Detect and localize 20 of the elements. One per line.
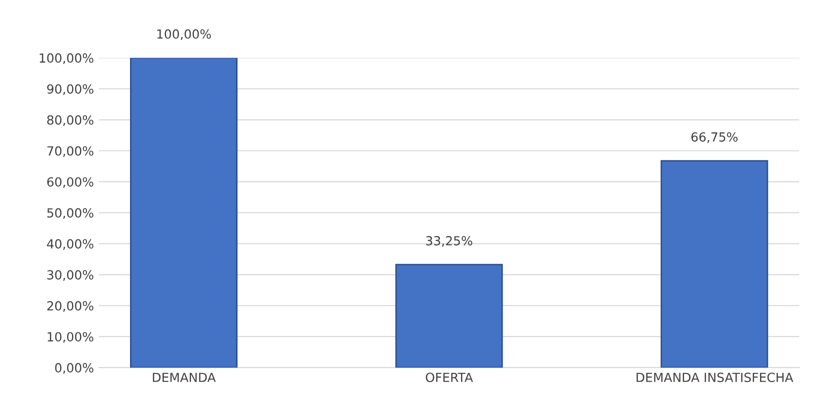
x-tick-label: OFERTA: [426, 372, 473, 382]
bar: [660, 160, 768, 368]
y-tick-label: 70,00%: [47, 146, 94, 157]
y-tick-label: 20,00%: [47, 301, 94, 312]
y-tick-label: 0,00%: [55, 363, 94, 374]
data-label: 33,25%: [426, 236, 472, 247]
data-label: 66,75%: [691, 132, 738, 143]
y-tick-label: 40,00%: [46, 239, 94, 250]
y-tick-label: 60,00%: [47, 177, 94, 188]
y-tick-label: 50,00%: [47, 208, 94, 219]
y-tick-label: 10,00%: [48, 332, 94, 343]
y-tick-label: 80,00%: [47, 115, 94, 126]
y-tick-label: 90,00%: [47, 84, 94, 95]
y-tick-label: 30,00%: [47, 270, 94, 281]
y-tick-label: 100,00%: [40, 53, 94, 64]
x-tick-label: DEMANDA INSATISFECHA: [636, 372, 794, 382]
bar: [395, 264, 503, 368]
x-tick-label: DEMANDA: [152, 372, 216, 382]
bar: [130, 58, 238, 368]
data-label: 100,00%: [157, 29, 211, 40]
